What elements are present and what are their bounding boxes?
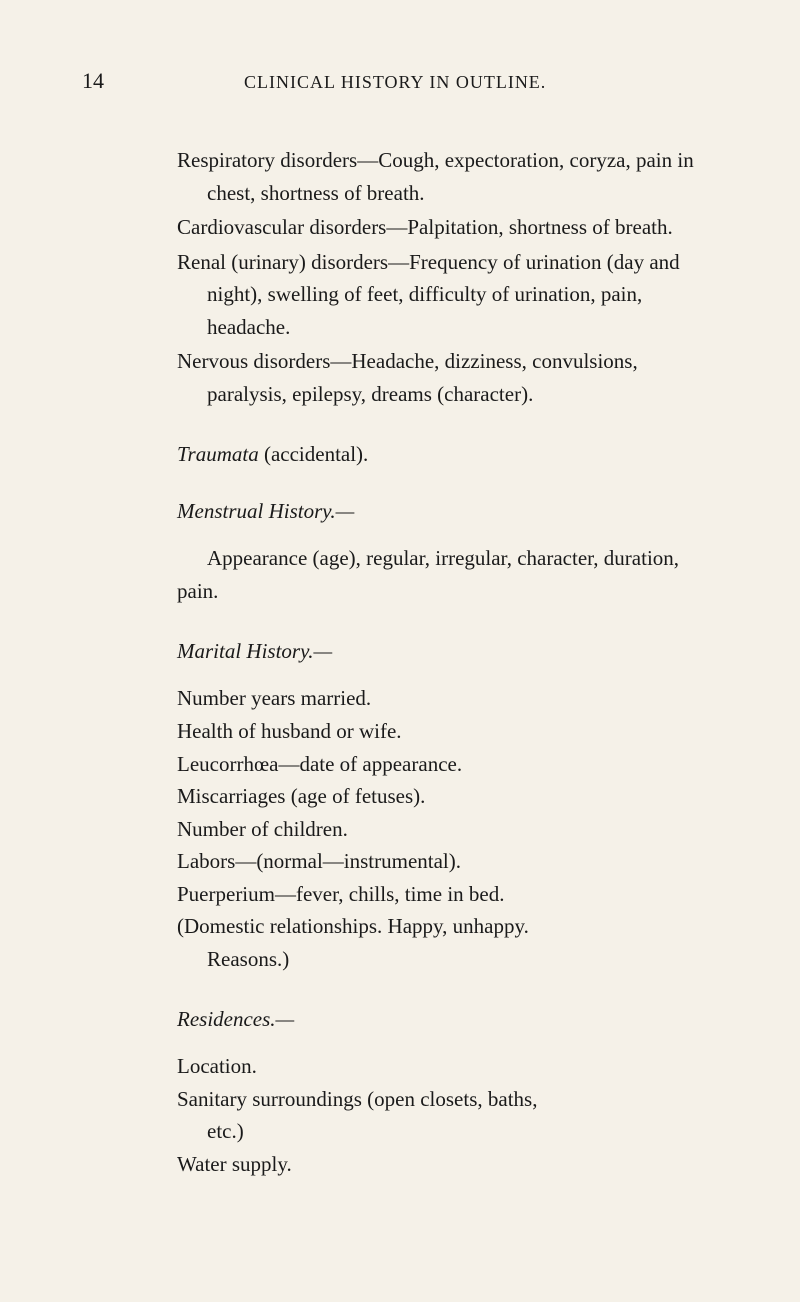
residences-location: Location.	[177, 1050, 698, 1083]
residences-sanitary: Sanitary surroundings (open closets, bat…	[177, 1083, 698, 1116]
respiratory-disorders: Respiratory disorders—Cough, expectorati…	[177, 144, 698, 209]
page-title: CLINICAL HISTORY IN OUTLINE.	[244, 72, 546, 93]
content-block: Respiratory disorders—Cough, expectorati…	[177, 144, 698, 1181]
marital-health: Health of husband or wife.	[177, 715, 698, 748]
page-header: 14 CLINICAL HISTORY IN OUTLINE.	[82, 68, 718, 94]
residences-title: Residences.—	[177, 1007, 698, 1032]
marital-reasons: Reasons.)	[177, 943, 698, 976]
marital-years: Number years married.	[177, 682, 698, 715]
marital-puerperium: Puerperium—fever, chills, time in bed.	[177, 878, 698, 911]
marital-title: Marital History.—	[177, 639, 698, 664]
menstrual-text: Appearance (age), regular, irregular, ch…	[177, 542, 698, 607]
marital-labors: Labors—(normal—instrumental).	[177, 845, 698, 878]
menstrual-title: Menstrual History.—	[177, 499, 698, 524]
renal-disorders: Renal (urinary) disorders—Frequency of u…	[177, 246, 698, 344]
marital-domestic: (Domestic relationships. Happy, unhappy.	[177, 910, 698, 943]
cardiovascular-disorders: Cardiovascular disorders—Palpitation, sh…	[177, 211, 698, 244]
marital-leucorrhoea: Leucorrhœa—date of appearance.	[177, 748, 698, 781]
marital-miscarriages: Miscarriages (age of fetuses).	[177, 780, 698, 813]
traumata-title: Traumata (accidental).	[177, 442, 698, 467]
marital-children: Number of children.	[177, 813, 698, 846]
page-number: 14	[82, 68, 104, 94]
traumata-suffix: (accidental).	[259, 442, 369, 466]
residences-etc: etc.)	[177, 1115, 698, 1148]
traumata-label: Traumata	[177, 442, 259, 466]
residences-water: Water supply.	[177, 1148, 698, 1181]
nervous-disorders: Nervous disorders—Headache, dizziness, c…	[177, 345, 698, 410]
